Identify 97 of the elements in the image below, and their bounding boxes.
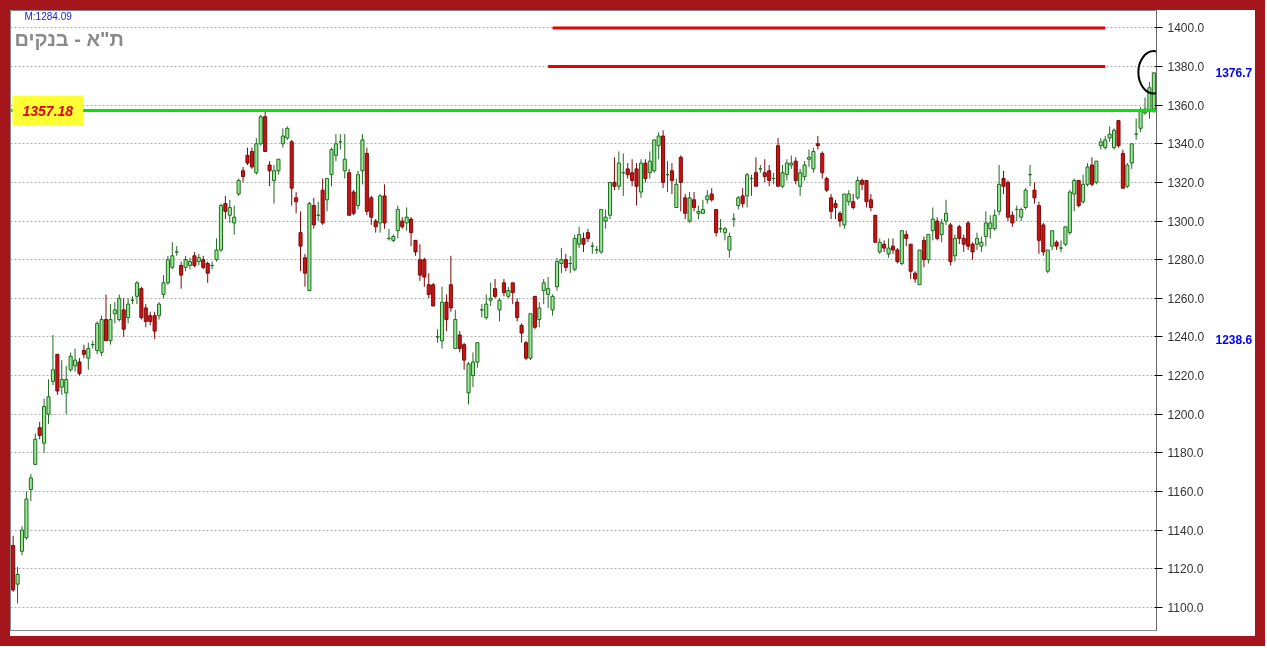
candlestick bbox=[431, 282, 436, 307]
candlestick bbox=[86, 342, 91, 371]
text: 1238.6 bbox=[1215, 333, 1253, 348]
candlestick bbox=[395, 205, 400, 239]
candlestick bbox=[152, 311, 157, 340]
candlestick bbox=[745, 172, 750, 209]
candlestick bbox=[921, 235, 926, 268]
y-tick-label: 1140.0 bbox=[1167, 523, 1204, 538]
candlestick bbox=[523, 340, 529, 361]
candlestick bbox=[753, 156, 758, 187]
y-tick-label: 1220.0 bbox=[1167, 369, 1205, 384]
y-tick-label: 1320.0 bbox=[1167, 175, 1205, 190]
annotation: M:1284.09 bbox=[24, 10, 73, 22]
candlestick bbox=[634, 162, 639, 207]
y-tick-label: 1280.0 bbox=[1167, 253, 1205, 268]
candlestick bbox=[612, 156, 617, 191]
candlestick bbox=[793, 156, 798, 185]
y-tick-label: 1240.0 bbox=[1167, 330, 1205, 345]
candlestick bbox=[886, 237, 891, 259]
candlestick bbox=[1050, 230, 1055, 251]
candlestick bbox=[691, 191, 697, 212]
candlestick bbox=[325, 178, 330, 212]
candlestick bbox=[882, 239, 887, 253]
candlestick bbox=[298, 210, 303, 272]
candlestick bbox=[519, 322, 524, 344]
candlestick bbox=[15, 566, 20, 604]
candlestick bbox=[294, 191, 299, 214]
candlestick bbox=[493, 278, 498, 299]
candlestick bbox=[643, 158, 648, 183]
y-tick-label: 1300.0 bbox=[1167, 214, 1205, 229]
candlestick bbox=[267, 160, 272, 187]
candlestick bbox=[798, 168, 803, 197]
y-tick-label: 1380.0 bbox=[1167, 60, 1205, 75]
candlestick bbox=[581, 232, 586, 253]
candlestick bbox=[687, 191, 692, 224]
candlestick bbox=[1032, 181, 1037, 205]
candlestick bbox=[50, 334, 55, 386]
candlestick bbox=[510, 282, 515, 305]
candlestick bbox=[280, 127, 285, 149]
y-tick-label: 1200.0 bbox=[1167, 407, 1205, 422]
candlestick bbox=[616, 151, 621, 191]
candlestick bbox=[935, 216, 940, 241]
candlestick bbox=[983, 210, 988, 247]
candlestick bbox=[952, 234, 957, 263]
candlestick bbox=[81, 344, 86, 359]
candlestick bbox=[126, 297, 131, 324]
candlestick bbox=[302, 253, 308, 288]
y-tick-label: 1180.0 bbox=[1167, 446, 1204, 461]
candlestick bbox=[117, 293, 122, 322]
y-tick-label: 1160.0 bbox=[1167, 484, 1204, 499]
candlestick bbox=[855, 176, 860, 201]
candlestick bbox=[1023, 187, 1028, 210]
candlestick bbox=[630, 158, 635, 187]
text: ת"א - בנקים bbox=[14, 28, 124, 51]
candlestick bbox=[988, 214, 993, 239]
candlestick bbox=[103, 293, 109, 342]
candlestick bbox=[700, 199, 705, 214]
candlestick bbox=[541, 278, 546, 305]
candlestick bbox=[767, 164, 772, 187]
candlestick bbox=[1094, 160, 1099, 185]
candlestick bbox=[342, 133, 347, 180]
y-tick-label: 1100.0 bbox=[1167, 600, 1204, 615]
candlestick bbox=[311, 197, 316, 230]
candlestick bbox=[179, 261, 184, 290]
candlestick bbox=[1125, 162, 1130, 189]
candlestick bbox=[484, 293, 489, 321]
candlestick bbox=[546, 276, 551, 309]
y-tick-label: 1340.0 bbox=[1167, 137, 1205, 152]
candlestick bbox=[59, 359, 64, 396]
candlestick bbox=[227, 199, 232, 224]
y-tick-label: 1400.0 bbox=[1167, 21, 1205, 36]
candlestick bbox=[537, 301, 542, 328]
candlestick bbox=[241, 166, 246, 183]
candlestick bbox=[714, 208, 719, 237]
candlestick bbox=[515, 297, 520, 322]
candlestick bbox=[674, 178, 679, 209]
candlestick bbox=[108, 303, 113, 346]
ref-line-label: 1357.18 bbox=[22, 102, 74, 119]
y-tick-label: 1120.0 bbox=[1167, 562, 1204, 577]
candlestick bbox=[864, 179, 869, 209]
candlestick bbox=[497, 297, 502, 322]
candlestick bbox=[121, 297, 126, 338]
candlestick bbox=[829, 193, 834, 220]
candlestick bbox=[404, 207, 409, 232]
candlestick bbox=[833, 199, 838, 220]
y-tick-label: 1260.0 bbox=[1167, 291, 1205, 306]
candlestick bbox=[232, 205, 237, 236]
candlestick bbox=[1045, 249, 1050, 274]
text: 1376.7 bbox=[1215, 66, 1253, 81]
y-tick-label: 1360.0 bbox=[1167, 98, 1205, 113]
candlestick bbox=[811, 147, 816, 174]
candlestick bbox=[837, 210, 842, 228]
candlestick bbox=[966, 220, 971, 251]
candlestick bbox=[683, 193, 688, 220]
candlestick bbox=[762, 158, 767, 183]
candlestick bbox=[740, 187, 745, 209]
candlestick bbox=[223, 195, 228, 220]
